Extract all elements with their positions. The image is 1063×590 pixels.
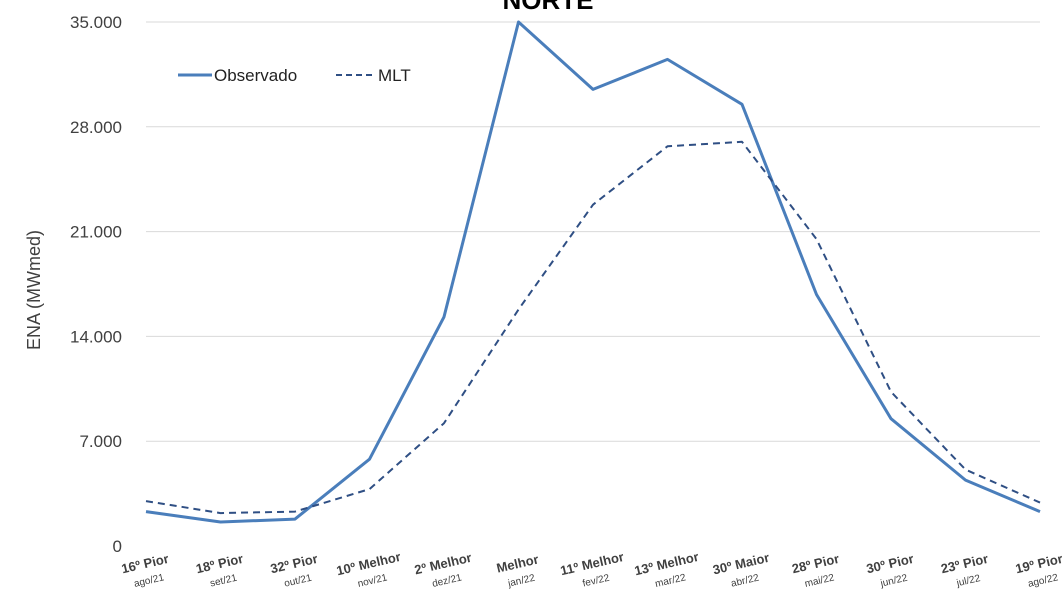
x-category-rank: 2º Melhor (413, 550, 473, 578)
series-lines (145, 20, 1041, 524)
x-category-date: out/21 (283, 573, 313, 590)
y-tick-label: 28.000 (70, 118, 122, 137)
legend-label-observado: Observado (214, 66, 297, 85)
y-axis-title: ENA (MWmed) (24, 230, 44, 350)
y-tick-label: 35.000 (70, 13, 122, 32)
x-category-date: jun/22 (879, 573, 909, 590)
y-axis-ticks: 0 7.000 14.000 21.000 28.000 35.000 (70, 13, 122, 556)
y-tick-label: 7.000 (79, 432, 122, 451)
series-line-mlt (145, 140, 1041, 515)
y-tick-label: 14.000 (70, 327, 122, 346)
x-category-date: fev/22 (582, 573, 611, 590)
x-category-date: jul/22 (955, 573, 982, 589)
x-category-date: abr/22 (730, 573, 761, 590)
x-category-rank: 32º Pior (269, 551, 319, 576)
x-category-date: mai/22 (804, 572, 836, 590)
x-category-date: set/21 (209, 573, 238, 590)
legend: Observado MLT (178, 66, 411, 85)
x-category-date: mar/22 (654, 572, 687, 590)
x-category-date: jan/22 (506, 573, 536, 590)
y-tick-label: 21.000 (70, 223, 122, 242)
x-category-rank: 28º Pior (790, 551, 840, 576)
x-category-rank: 13º Melhor (633, 549, 700, 578)
legend-label-mlt: MLT (378, 66, 411, 85)
x-category-rank: 23º Pior (939, 551, 989, 576)
x-category-date: ago/22 (1027, 572, 1060, 590)
x-category-date: nov/21 (357, 572, 389, 590)
x-category-date: ago/21 (133, 572, 166, 590)
x-category-rank: 11º Melhor (559, 549, 625, 578)
gridlines (146, 21, 1040, 442)
x-category-rank: 18º Pior (194, 551, 244, 576)
series-line-observado (145, 20, 1041, 524)
x-category-rank: 30º Maior (711, 550, 770, 578)
y-tick-label: 0 (113, 537, 122, 556)
x-category-rank: 10º Melhor (335, 549, 402, 578)
x-category-rank: 30º Pior (865, 551, 915, 576)
chart-title: NORTE (503, 0, 594, 15)
x-category-date: dez/21 (431, 572, 463, 590)
